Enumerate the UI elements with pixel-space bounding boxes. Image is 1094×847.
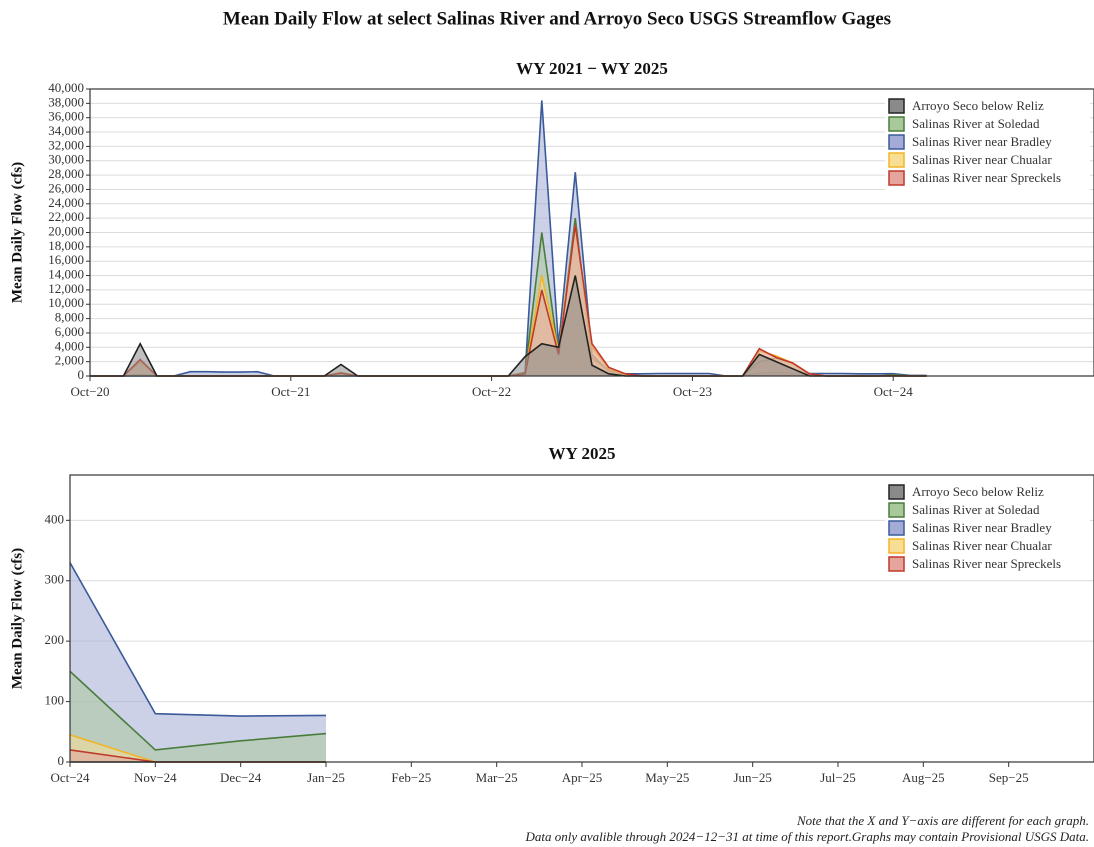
legend-label: Arroyo Seco below Reliz [912,98,1044,113]
x-tick-label: Oct−24 [874,384,914,399]
x-tick-label: Nov−24 [134,770,177,785]
y-tick-label: 26,000 [48,180,84,195]
legend-label: Salinas River near Chualar [912,152,1052,167]
x-tick-label: Dec−24 [220,770,262,785]
line [90,218,927,377]
legend-swatch [888,520,905,536]
y-axis-title: Mean Daily Flow (cfs) [9,548,25,689]
line [90,275,927,377]
line [69,670,327,751]
area [90,225,927,376]
y-tick-label: 34,000 [48,123,84,138]
y-tick-label: 30,000 [48,152,84,167]
y-tick-label: 100 [45,693,65,708]
y-axis-title: Mean Daily Flow (cfs) [9,162,25,303]
x-tick-label: Jan−25 [307,770,345,785]
x-tick-label: Jul−25 [820,770,856,785]
page-title: Mean Daily Flow at select Salinas River … [223,8,891,29]
legend-label: Salinas River near Bradley [912,520,1052,535]
legend-swatch [888,556,905,572]
x-tick-label: Oct−21 [271,384,310,399]
note: Data only avalible through 2024−12−31 at… [524,829,1089,844]
y-tick-label: 20,000 [48,223,84,238]
area [90,100,927,376]
y-tick-label: 32,000 [48,137,84,152]
legend-swatch [888,484,905,500]
legend-box [885,95,1090,193]
x-tick-label: Feb−25 [391,770,431,785]
line [69,562,327,717]
y-tick-label: 300 [45,572,65,587]
area [90,275,927,376]
y-tick-label: 0 [78,367,85,382]
legend-label: Salinas River near Chualar [912,538,1052,553]
chart-title: WY 2021 − WY 2025 [516,59,668,78]
area [90,218,927,376]
x-tick-label: Mar−25 [476,770,518,785]
x-tick-label: Oct−22 [472,384,511,399]
x-tick-label: Apr−25 [562,770,603,785]
y-tick-label: 36,000 [48,109,84,124]
legend-swatch [888,538,905,554]
chart-title: WY 2025 [549,444,616,463]
x-tick-label: May−25 [645,770,689,785]
x-tick-label: Oct−20 [70,384,109,399]
legend-label: Salinas River at Soledad [912,502,1040,517]
legend-swatch [888,98,905,114]
legend-swatch [888,170,905,186]
y-tick-label: 8,000 [55,310,84,325]
y-tick-label: 400 [45,511,65,526]
y-tick-label: 10,000 [48,295,84,310]
plot-frame [69,474,1094,763]
x-tick-label: Oct−24 [50,770,90,785]
area [90,225,927,376]
legend-swatch [888,116,905,132]
area [70,562,326,762]
y-tick-label: 0 [58,753,65,768]
area [70,749,326,762]
legend-label: Arroyo Seco below Reliz [912,484,1044,499]
legend-label: Salinas River near Spreckels [912,170,1061,185]
plot-frame [89,88,1094,377]
x-tick-label: Oct−23 [673,384,712,399]
y-tick-label: 24,000 [48,195,84,210]
legend-swatch [888,502,905,518]
y-tick-label: 40,000 [48,80,84,95]
y-tick-label: 200 [45,632,65,647]
y-tick-label: 16,000 [48,252,84,267]
y-tick-label: 2,000 [55,353,84,368]
legend-label: Salinas River at Soledad [912,116,1040,131]
legend-label: Salinas River near Spreckels [912,556,1061,571]
y-tick-label: 4,000 [55,338,84,353]
x-tick-label: Aug−25 [902,770,945,785]
y-tick-label: 12,000 [48,281,84,296]
line [90,225,927,377]
line [90,225,927,377]
y-tick-label: 38,000 [48,94,84,109]
y-tick-label: 6,000 [55,324,84,339]
legend-swatch [888,152,905,168]
note: Note that the X and Y−axis are different… [796,813,1089,828]
x-tick-label: Jun−25 [733,770,771,785]
legend-label: Salinas River near Bradley [912,134,1052,149]
x-tick-label: Sep−25 [989,770,1029,785]
y-tick-label: 28,000 [48,166,84,181]
y-tick-label: 22,000 [48,209,84,224]
line [90,100,927,377]
y-tick-label: 14,000 [48,267,84,282]
y-tick-label: 18,000 [48,238,84,253]
legend-box [885,481,1090,579]
legend-swatch [888,134,905,150]
